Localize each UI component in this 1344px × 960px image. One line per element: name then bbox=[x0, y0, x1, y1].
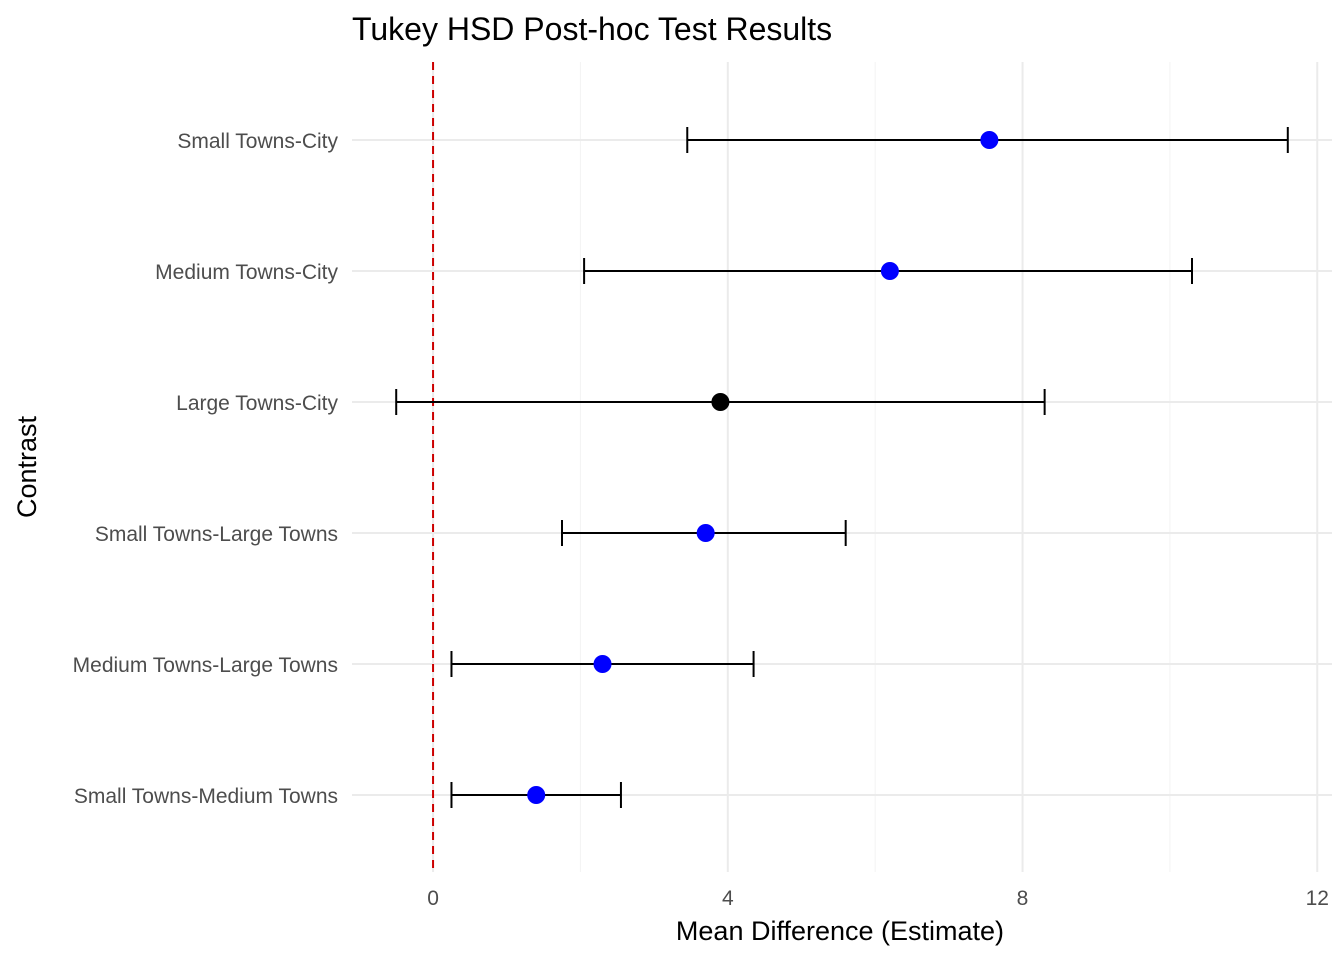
estimate-point bbox=[593, 655, 612, 673]
y-tick-label: Small Towns-Large Towns bbox=[95, 523, 338, 546]
y-tick-label: Small Towns-City bbox=[177, 130, 338, 153]
x-axis-title: Mean Difference (Estimate) bbox=[676, 916, 1004, 946]
grid bbox=[352, 62, 1332, 872]
x-tick-label: 0 bbox=[427, 887, 439, 910]
y-tick-label: Small Towns-Medium Towns bbox=[74, 785, 338, 808]
x-tick-label: 12 bbox=[1306, 887, 1329, 910]
estimate-point bbox=[527, 786, 546, 804]
estimate-point bbox=[711, 393, 730, 411]
x-tick-label: 8 bbox=[1017, 887, 1029, 910]
y-tick-label: Large Towns-City bbox=[176, 392, 338, 415]
points bbox=[527, 131, 999, 804]
y-tick-label: Medium Towns-Large Towns bbox=[73, 654, 338, 677]
estimate-point bbox=[880, 262, 899, 280]
y-axis-title: Contrast bbox=[12, 415, 42, 518]
chart-title: Tukey HSD Post-hoc Test Results bbox=[352, 11, 832, 47]
estimate-point bbox=[980, 131, 999, 149]
errorbars bbox=[395, 127, 1289, 808]
estimate-point bbox=[696, 524, 715, 542]
x-tick-label: 4 bbox=[722, 887, 734, 910]
x-tick-labels: 0 4 8 12 bbox=[427, 887, 1329, 910]
y-tick-labels: Small Towns-Medium Towns Medium Towns-Lar… bbox=[73, 130, 339, 808]
y-tick-label: Medium Towns-City bbox=[155, 261, 338, 284]
